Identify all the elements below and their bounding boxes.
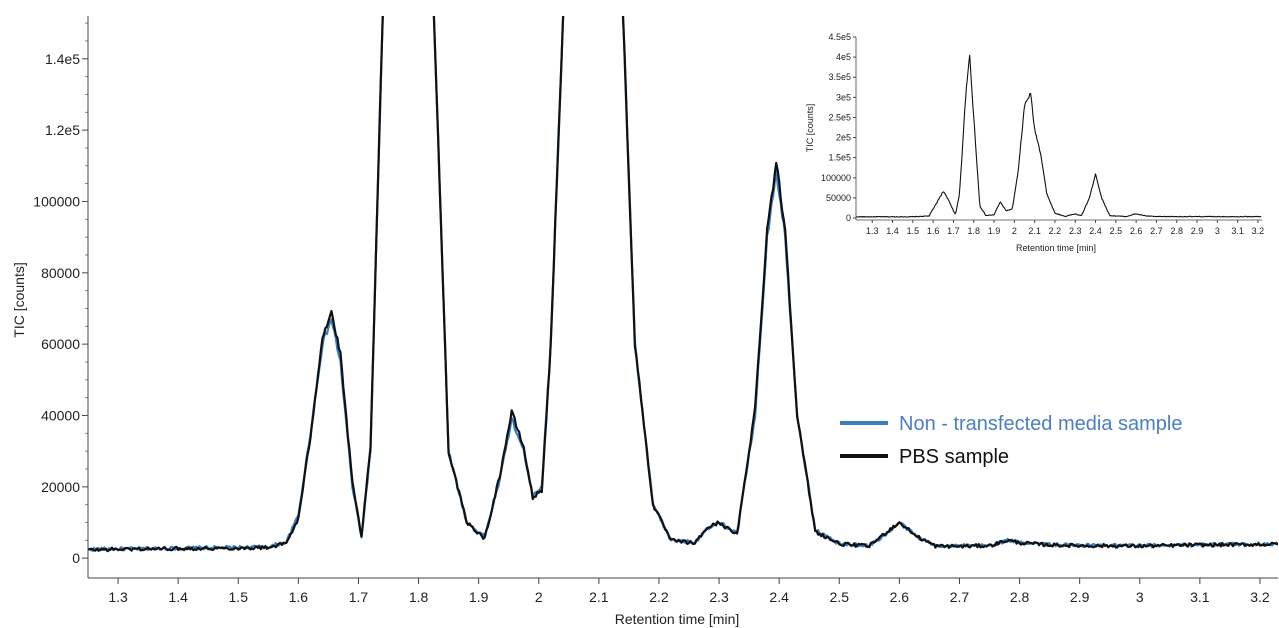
x-tick-label: 2.8 <box>1010 589 1030 605</box>
x-tick-label: 2.2 <box>649 589 669 605</box>
x-tick-label: 2.6 <box>890 589 910 605</box>
x-tick-label: 3.2 <box>1250 589 1270 605</box>
series-line-0 <box>855 54 1262 218</box>
main-chart: 1.3 1.4 1.5 1.6 1.7 1.8 1.9 2 2.1 2.2 2.3 2.4 2.5 2.6… <box>11 16 1278 627</box>
inset-y-axis-title: TIC [counts] <box>805 104 815 153</box>
legend: Non - transfected media sample PBS sampl… <box>840 413 1182 468</box>
x-tick-label: 1.6 <box>289 589 309 605</box>
x-tick-label: 3.2 <box>1252 226 1265 236</box>
x-tick-label: 2.5 <box>1110 226 1123 236</box>
y-tick-label: 1.4e5 <box>45 51 80 67</box>
x-tick-label: 2.9 <box>1070 589 1090 605</box>
y-tick-label: 0 <box>72 550 80 566</box>
y-tick-label: 0 <box>846 213 851 223</box>
main-tick-layer: 1.3 1.4 1.5 1.6 1.7 1.8 1.9 2 2.1 2.2 2.3 2.4 2.5 2.6… <box>33 22 1270 605</box>
y-tick-label: 1.2e5 <box>45 122 80 138</box>
y-tick-label: 3e5 <box>836 92 851 102</box>
x-tick-label: 1.8 <box>409 589 429 605</box>
x-tick-label: 3 <box>1136 589 1144 605</box>
x-tick-label: 2.3 <box>709 589 729 605</box>
x-tick-label: 3.1 <box>1231 226 1244 236</box>
y-tick-label: 100000 <box>33 193 80 209</box>
x-tick-label: 2.1 <box>1028 226 1041 236</box>
y-tick-label: 40000 <box>41 407 80 423</box>
x-tick-label: 2.2 <box>1049 226 1062 236</box>
x-tick-label: 3 <box>1215 226 1220 236</box>
series-line-1 <box>88 16 1278 553</box>
inset-series-layer <box>855 54 1262 218</box>
x-tick-label: 2.8 <box>1170 226 1183 236</box>
inset-chart: 1.3 1.4 1.5 1.6 1.7 1.8 1.9 2 2.1 2.2 2.3 2.4 2.5 2.6… <box>790 28 1270 260</box>
inset-x-axis-title: Retention time [min] <box>1016 243 1096 253</box>
x-tick-label: 1.6 <box>927 226 940 236</box>
x-tick-label: 2.7 <box>950 589 970 605</box>
x-tick-label: 1.3 <box>108 589 128 605</box>
x-tick-label: 1.7 <box>947 226 960 236</box>
y-tick-label: 4.5e5 <box>828 32 851 42</box>
x-tick-label: 1.8 <box>967 226 980 236</box>
inset-tick-layer: 1.3 1.4 1.5 1.6 1.7 1.8 1.9 2 2.1 2.2 2.3 2.4 2.5 2.6… <box>821 32 1264 236</box>
x-tick-label: 3.1 <box>1190 589 1210 605</box>
main-series-layer <box>88 16 1278 553</box>
x-tick-label: 2 <box>1012 226 1017 236</box>
y-tick-label: 20000 <box>41 479 80 495</box>
x-tick-label: 2.6 <box>1130 226 1143 236</box>
y-tick-label: 60000 <box>41 336 80 352</box>
x-tick-label: 2.9 <box>1191 226 1204 236</box>
legend-label-non-transfected: Non - transfected media sample <box>899 413 1182 435</box>
y-tick-label: 80000 <box>41 265 80 281</box>
y-tick-label: 2e5 <box>836 133 851 143</box>
y-tick-label: 4e5 <box>836 52 851 62</box>
main-plot-area <box>88 16 1278 553</box>
x-tick-label: 1.9 <box>988 226 1001 236</box>
x-tick-label: 1.4 <box>886 226 899 236</box>
x-tick-label: 1.4 <box>168 589 188 605</box>
x-tick-label: 1.5 <box>907 226 920 236</box>
main-y-axis-title: TIC [counts] <box>11 262 27 337</box>
inset-background <box>790 28 1270 260</box>
y-tick-label: 2.5e5 <box>828 112 851 122</box>
y-tick-label: 100000 <box>821 173 851 183</box>
x-tick-label: 2.7 <box>1150 226 1163 236</box>
x-tick-label: 1.9 <box>469 589 489 605</box>
x-tick-label: 1.3 <box>866 226 879 236</box>
y-tick-label: 1.5e5 <box>828 153 851 163</box>
y-tick-label: 50000 <box>826 193 851 203</box>
x-tick-label: 2.4 <box>769 589 789 605</box>
x-tick-label: 2.5 <box>830 589 850 605</box>
x-tick-label: 2 <box>535 589 543 605</box>
x-tick-label: 2.1 <box>589 589 609 605</box>
main-x-axis-title: Retention time [min] <box>615 611 740 627</box>
x-tick-label: 1.7 <box>349 589 369 605</box>
legend-label-pbs: PBS sample <box>899 446 1009 468</box>
x-tick-label: 2.4 <box>1089 226 1102 236</box>
y-tick-label: 3.5e5 <box>828 72 851 82</box>
x-tick-label: 1.5 <box>229 589 249 605</box>
x-tick-label: 2.3 <box>1069 226 1082 236</box>
